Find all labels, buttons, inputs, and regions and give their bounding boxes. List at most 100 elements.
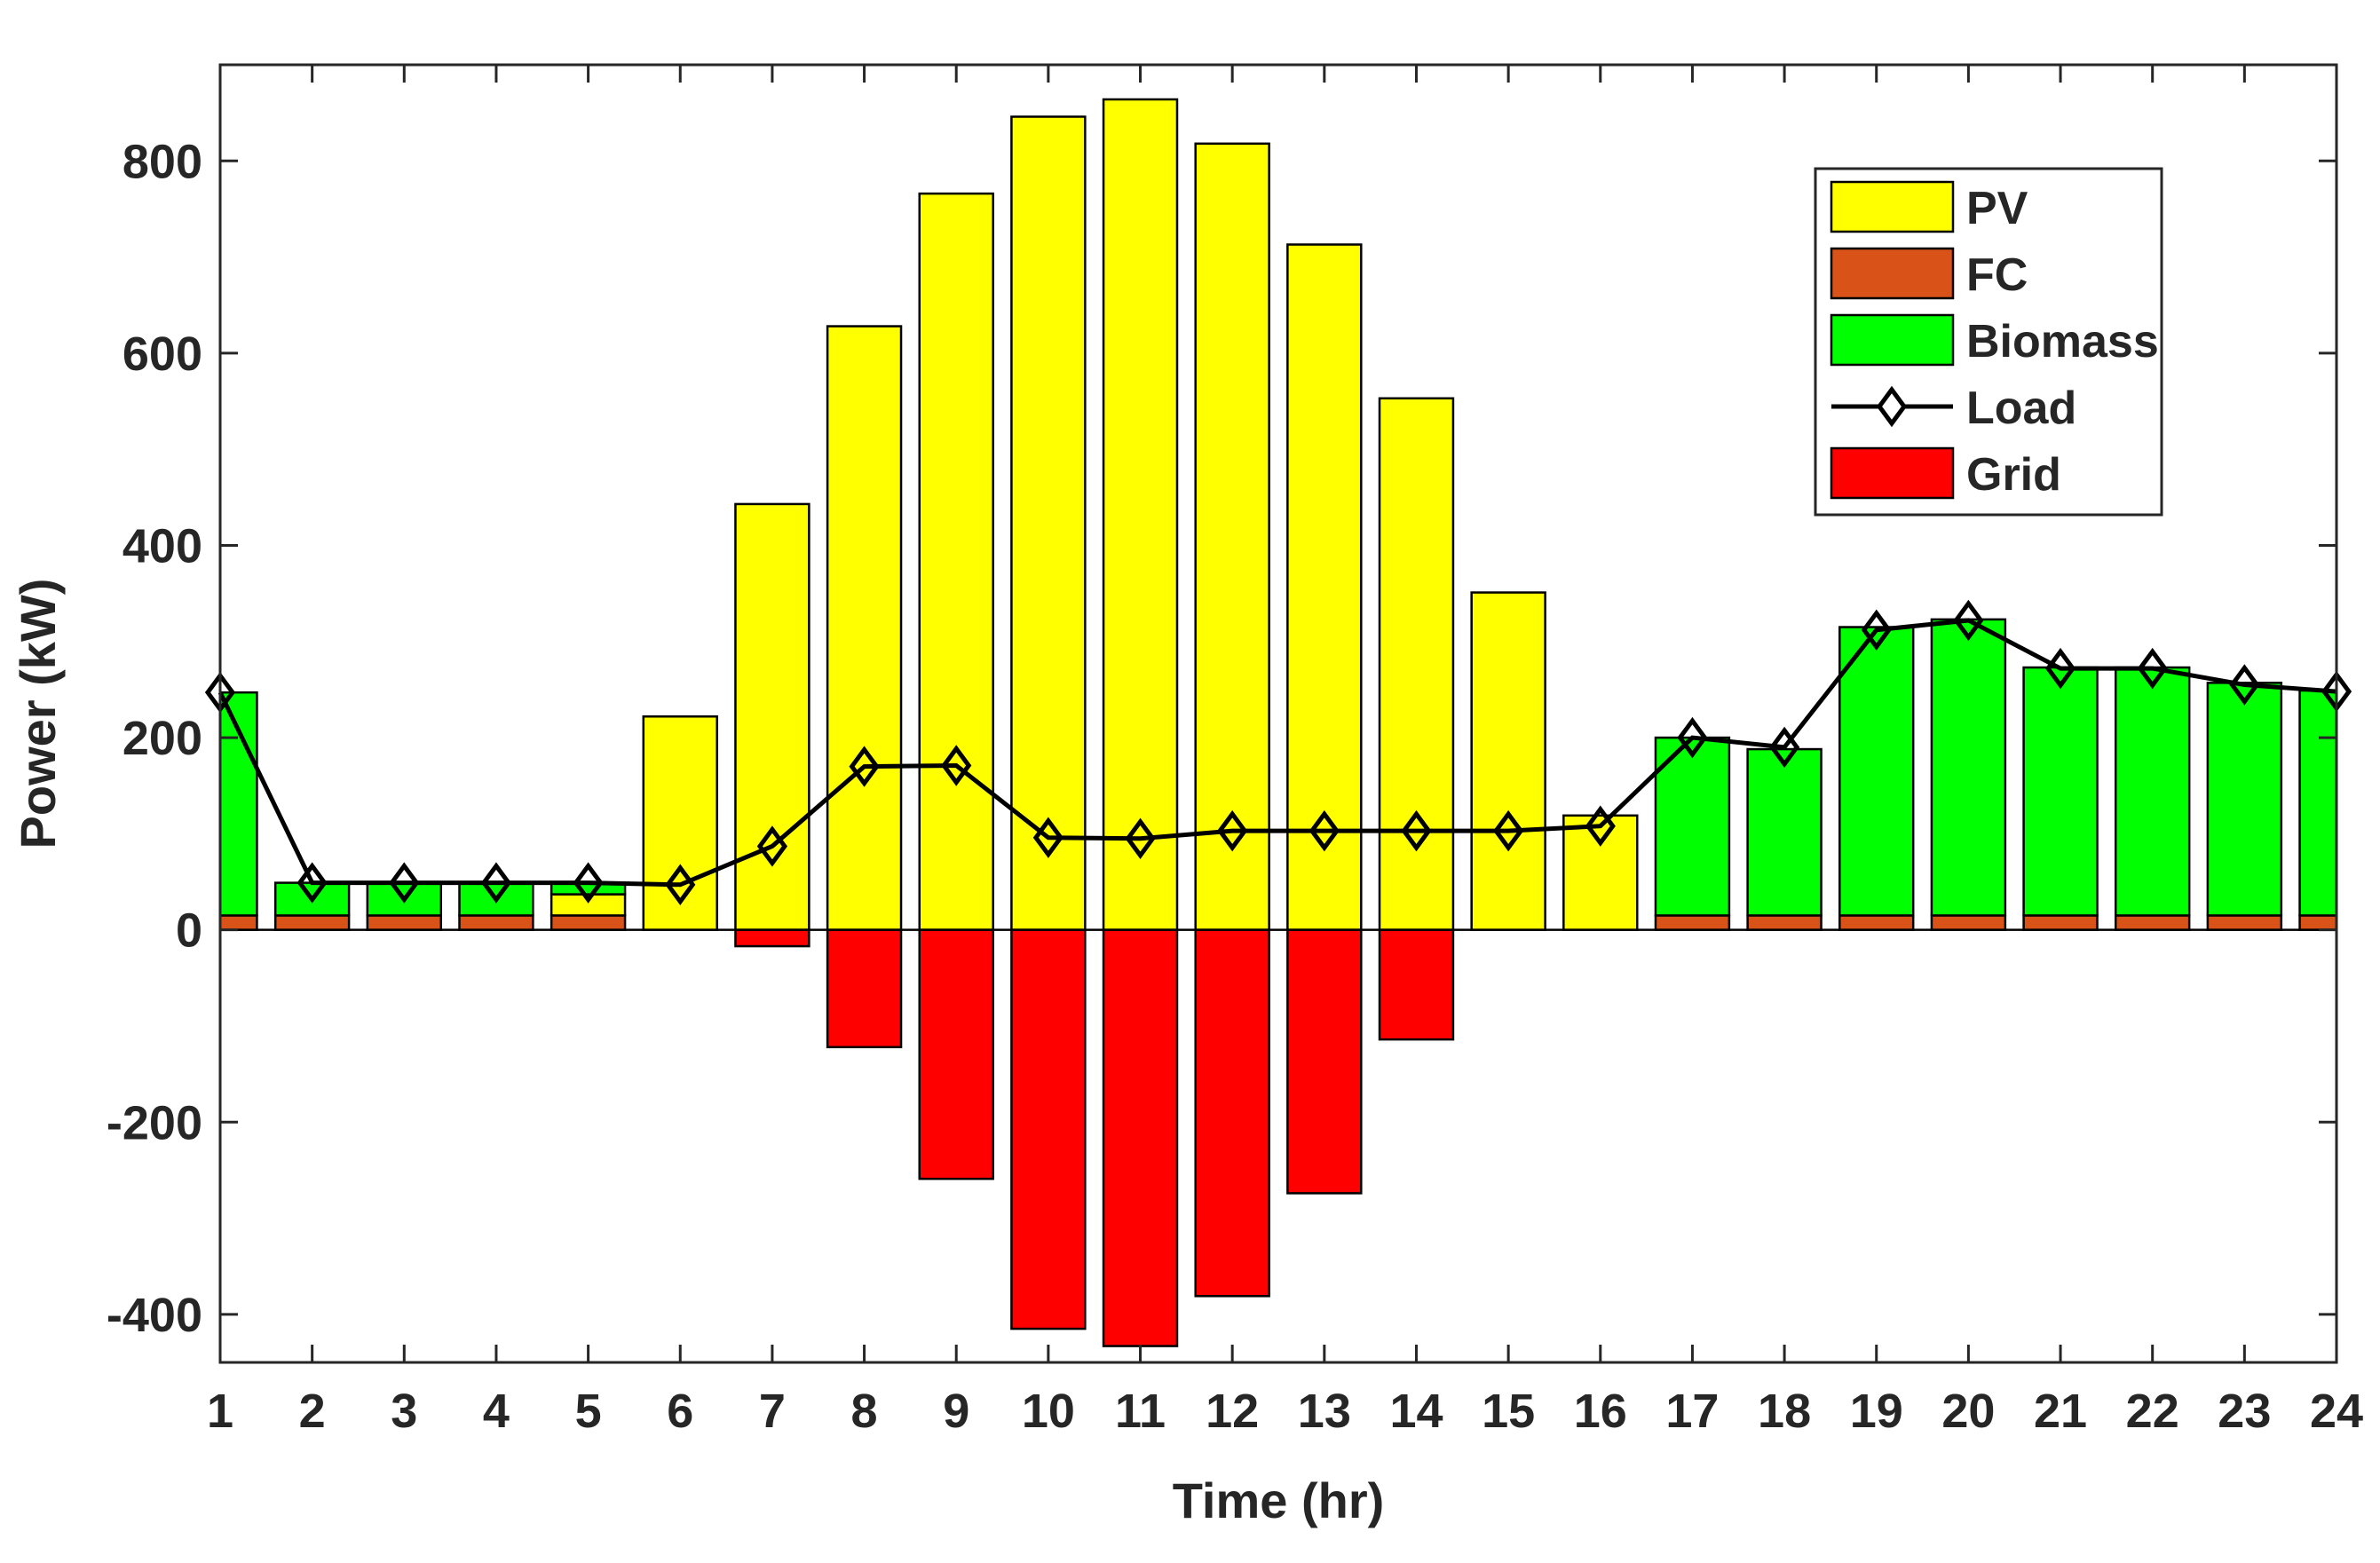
legend-biomass-label: Biomass	[1966, 316, 2159, 367]
x-tick-label: 16	[1574, 1385, 1627, 1438]
y-tick-label: 600	[123, 328, 202, 381]
x-tick-label: 20	[1941, 1385, 1995, 1438]
fc-bar	[1838, 914, 1915, 931]
fc-bar	[1654, 914, 1731, 931]
load-marker	[573, 862, 604, 904]
x-tick-label: 10	[1022, 1385, 1075, 1438]
x-tick-label: 23	[2218, 1385, 2271, 1438]
x-tick-label: 2	[299, 1385, 326, 1438]
x-tick-label: 22	[2126, 1385, 2179, 1438]
y-tick-label: 800	[123, 135, 202, 188]
load-line-layer	[204, 599, 2352, 905]
fc-bar	[273, 914, 351, 931]
x-tick-label: 12	[1206, 1385, 1259, 1438]
pv-bar	[826, 325, 903, 931]
pv-bar	[1378, 397, 1455, 931]
x-tick-label: 17	[1665, 1385, 1719, 1438]
fc-bar	[2114, 914, 2191, 931]
grid-bar	[1286, 928, 1363, 1195]
fc-bar	[220, 914, 258, 931]
load-marker	[1125, 817, 1156, 859]
pv-bar	[1562, 814, 1639, 931]
grid-bar	[1378, 928, 1455, 1041]
pv-bar	[1102, 98, 1179, 931]
y-tick-label: 400	[123, 519, 202, 572]
x-tick-label: 8	[851, 1385, 878, 1438]
legend-grid-label: Grid	[1966, 449, 2061, 501]
biomass-bar	[2206, 682, 2283, 917]
legend-grid-swatch	[1830, 446, 1955, 500]
pv-bar	[1470, 591, 1546, 931]
load-marker	[1217, 809, 1248, 852]
legend-biomass-swatch	[1830, 313, 1955, 367]
load-marker	[1768, 726, 1800, 769]
load-marker	[1677, 716, 1708, 759]
load-marker	[2229, 664, 2260, 706]
biomass-bar	[2022, 666, 2099, 917]
x-tick-label: 13	[1298, 1385, 1351, 1438]
load-marker	[389, 862, 420, 904]
legend: PV FC Biomass Load Grid	[1814, 167, 2163, 517]
x-tick-label: 15	[1482, 1385, 1535, 1438]
x-tick-label: 5	[575, 1385, 602, 1438]
fc-bar	[458, 914, 534, 931]
grid-bar	[1194, 928, 1270, 1298]
legend-load-label: Load	[1966, 383, 2076, 434]
x-tick-label: 1	[207, 1385, 233, 1438]
fc-bar	[2206, 914, 2283, 931]
x-tick-label: 4	[483, 1385, 510, 1438]
load-marker	[665, 864, 696, 905]
y-tick-label: -200	[107, 1096, 202, 1149]
x-tick-label: 11	[1115, 1385, 1166, 1438]
pv-bar	[642, 714, 718, 931]
legend-pv-swatch	[1830, 180, 1955, 233]
fc-bar	[366, 914, 443, 931]
load-marker	[1861, 609, 1892, 651]
legend-load-marker	[1876, 385, 1908, 428]
grid-bar	[918, 928, 994, 1180]
y-axis-label: Power (kW)	[10, 579, 66, 849]
load-marker	[1309, 809, 1340, 852]
x-axis-label: Time (hr)	[1173, 1472, 1385, 1528]
x-tick-label: 19	[1850, 1385, 1903, 1438]
x-tick-label: 9	[943, 1385, 969, 1438]
x-tick-label: 21	[2034, 1385, 2087, 1438]
biomass-bar	[1654, 736, 1731, 917]
load-line	[217, 618, 2337, 888]
load-marker	[2044, 647, 2076, 690]
y-tick-label: -400	[107, 1289, 202, 1342]
biomass-bar	[2114, 666, 2191, 917]
load-marker	[2137, 647, 2168, 690]
load-marker	[297, 862, 328, 904]
grid-bar	[1010, 928, 1087, 1330]
grid-bar	[734, 928, 810, 948]
y-tick-label: 0	[176, 904, 202, 958]
pv-bar	[1194, 142, 1270, 931]
plot-frame	[218, 63, 2338, 1364]
load-marker	[1401, 809, 1432, 852]
legend-fc-swatch	[1830, 247, 1955, 300]
fc-bar	[2022, 914, 2099, 931]
load-marker	[1032, 817, 1063, 858]
fc-bar	[1930, 914, 2007, 931]
legend-fc-label: FC	[1966, 249, 2028, 301]
legend-pv-label: PV	[1966, 183, 2028, 234]
x-tick-label: 14	[1389, 1385, 1443, 1438]
load-marker	[849, 746, 880, 787]
fc-bar	[1746, 914, 1823, 931]
load-marker	[756, 825, 788, 867]
x-tick-label: 24	[2310, 1385, 2363, 1438]
y-tick-label: 200	[123, 712, 202, 765]
pv-bar	[918, 192, 994, 931]
load-marker	[1585, 805, 1616, 847]
biomass-bar	[1838, 626, 1915, 917]
grid-bar	[826, 928, 903, 1049]
load-marker	[1953, 599, 1984, 642]
x-tick-label: 3	[391, 1385, 417, 1438]
x-tick-label: 6	[667, 1385, 693, 1438]
pv-bar	[1010, 115, 1087, 931]
load-marker	[941, 745, 972, 786]
biomass-bar	[1746, 747, 1823, 917]
